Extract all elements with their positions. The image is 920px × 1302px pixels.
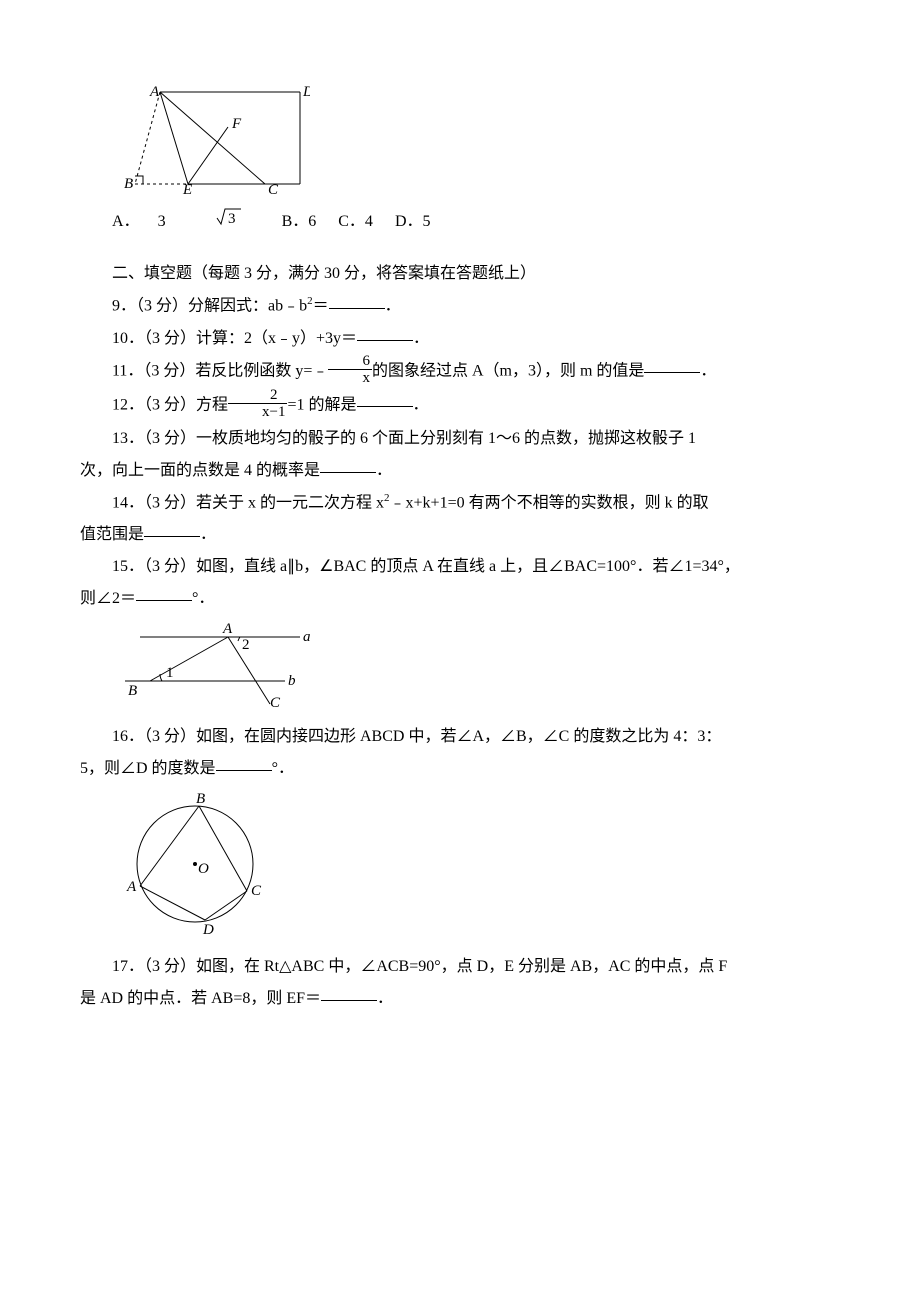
svg-text:C: C	[251, 883, 262, 899]
svg-text:a: a	[303, 629, 311, 645]
svg-text:O: O	[198, 861, 209, 877]
q15-figure: A B C a b 1 2	[120, 619, 840, 721]
q17-line1: 17．（3 分）如图，在 Rt△ABC 中，∠ACB=90°，点 D，E 分别是…	[80, 951, 840, 983]
q14-line2: 值范围是．	[80, 519, 840, 551]
q8-figure: A B C D E F	[120, 84, 840, 206]
lbl-D: D	[302, 84, 310, 100]
q16-blank[interactable]	[216, 754, 272, 771]
svg-text:A: A	[126, 879, 137, 895]
optA-prefix: A．	[112, 213, 140, 230]
lbl-E: E	[182, 182, 192, 194]
q11: 11．（3 分）若反比例函数 y=﹣6x的图象经过点 A（m，3），则 m 的值…	[80, 355, 840, 389]
svg-text:A: A	[222, 621, 233, 637]
q10-blank[interactable]	[357, 324, 413, 341]
svg-text:B: B	[128, 683, 137, 699]
svg-text:D: D	[202, 922, 214, 938]
svg-text:1: 1	[166, 665, 174, 681]
lbl-B: B	[124, 176, 133, 192]
q16-figure: A B C D O	[120, 789, 840, 951]
q9: 9．（3 分）分解因式：ab﹣b2＝．	[80, 290, 840, 322]
q13-line1: 13．（3 分）一枚质地均匀的骰子的 6 个面上分别刻有 1～6 的点数，抛掷这…	[80, 423, 840, 455]
q14-blank[interactable]	[144, 520, 200, 537]
q16-line2: 5，则∠D 的度数是°．	[80, 753, 840, 785]
svg-text:B: B	[196, 791, 205, 807]
lbl-C: C	[268, 182, 279, 194]
q15-blank[interactable]	[136, 584, 192, 601]
q10: 10．（3 分）计算：2（x﹣y）+3y＝．	[80, 323, 840, 355]
svg-text:2: 2	[242, 637, 250, 653]
q13-blank[interactable]	[320, 456, 376, 473]
q15-line1: 15．（3 分）如图，直线 a∥b，∠BAC 的顶点 A 在直线 a 上，且∠B…	[80, 551, 840, 583]
q8-options: A． 3 3 B．6 C．4 D．5	[80, 206, 840, 238]
q9-blank[interactable]	[329, 292, 385, 309]
q12-blank[interactable]	[357, 390, 413, 407]
optA-coef: 3	[158, 213, 166, 230]
svg-text:3: 3	[228, 211, 236, 226]
q11-blank[interactable]	[644, 356, 700, 373]
optD: D．5	[395, 213, 431, 230]
q8-svg: A B C D E F	[120, 84, 310, 194]
q17-blank[interactable]	[321, 984, 377, 1001]
section2-title: 二、填空题（每题 3 分，满分 30 分，将答案填在答题纸上）	[80, 258, 840, 290]
q13-line2: 次，向上一面的点数是 4 的概率是．	[80, 455, 840, 487]
lbl-F: F	[231, 116, 242, 132]
svg-text:b: b	[288, 673, 296, 689]
lbl-A: A	[149, 84, 160, 100]
q15-line2: 则∠2＝°．	[80, 583, 840, 615]
optB: B．6	[282, 213, 317, 230]
q17-line2: 是 AD 的中点．若 AB=8，则 EF＝．	[80, 983, 840, 1015]
svg-text:C: C	[270, 695, 281, 709]
optC: C．4	[338, 213, 373, 230]
q12: 12．（3 分）方程2x−1=1 的解是．	[80, 389, 840, 423]
q16-line1: 16．（3 分）如图，在圆内接四边形 ABCD 中，若∠A，∠B，∠C 的度数之…	[80, 721, 840, 753]
q14-line1: 14．（3 分）若关于 x 的一元二次方程 x2﹣x+k+1=0 有两个不相等的…	[80, 487, 840, 519]
